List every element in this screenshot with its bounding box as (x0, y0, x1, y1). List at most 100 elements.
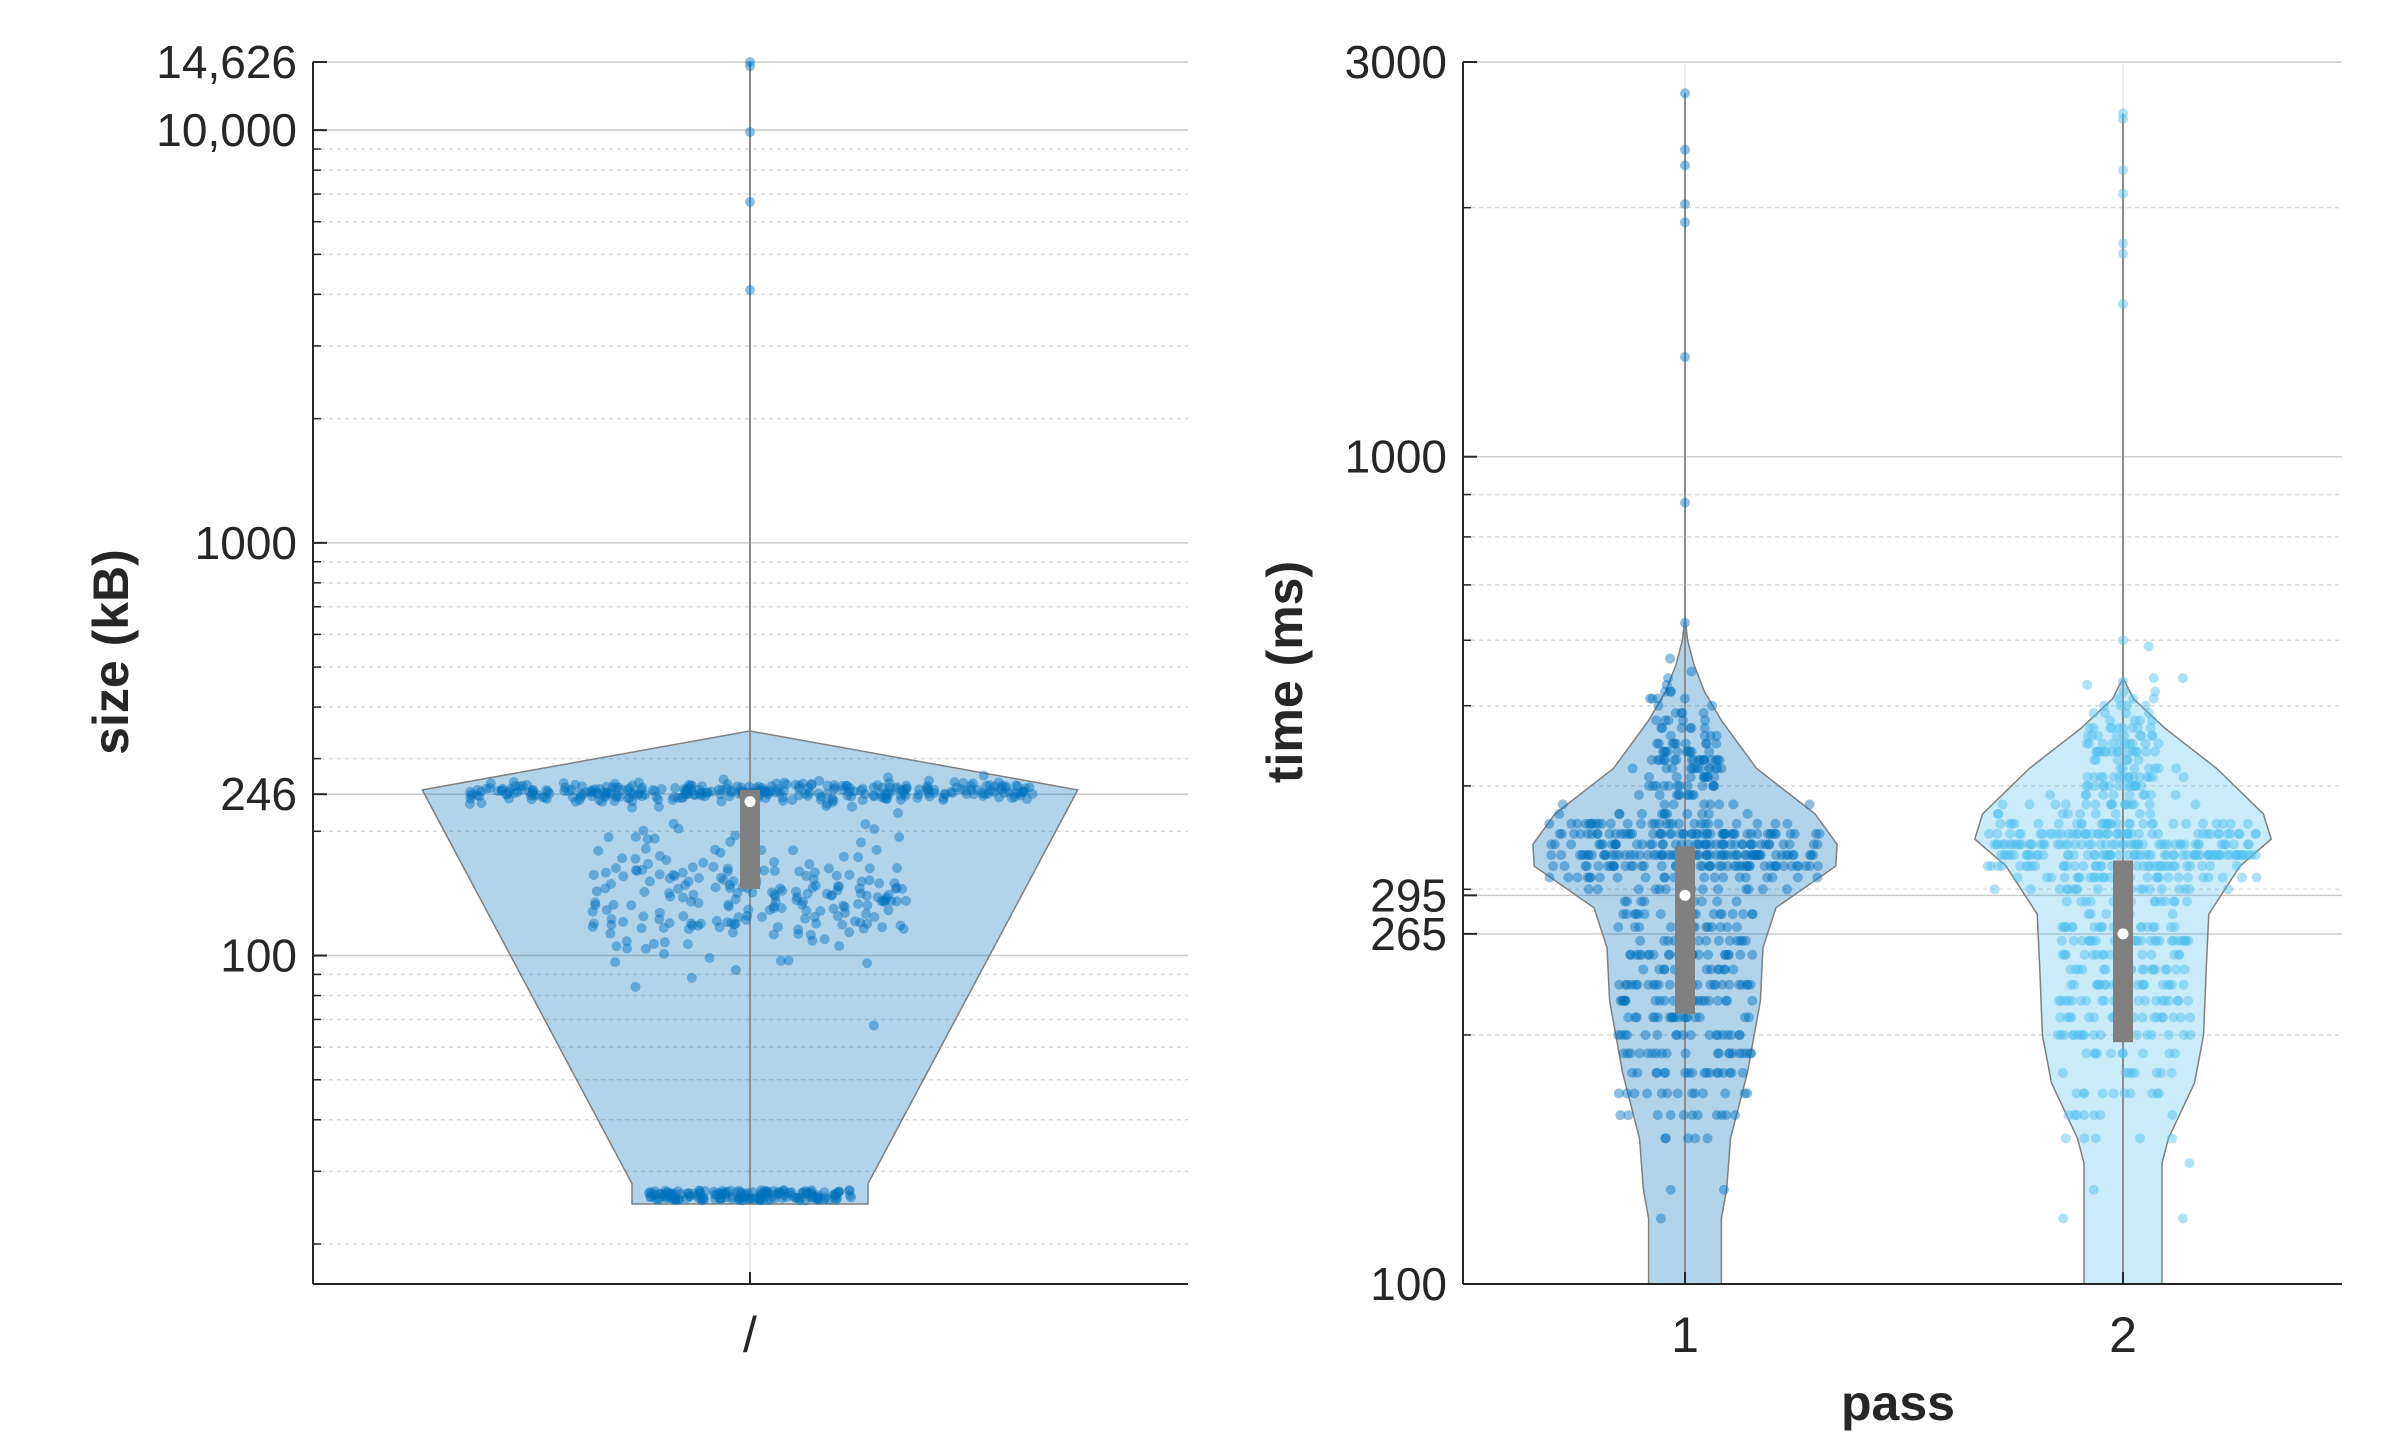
data-point (1681, 1012, 1692, 1023)
data-point (2106, 799, 2117, 810)
data-point (744, 1194, 755, 1205)
data-point (857, 783, 868, 794)
data-point (1742, 828, 1753, 839)
data-point (815, 906, 826, 917)
data-point (2138, 861, 2149, 872)
data-point (646, 1188, 657, 1199)
data-point (2005, 828, 2016, 839)
data-point (1997, 799, 2008, 810)
data-point (638, 911, 649, 922)
data-point (2090, 1048, 2101, 1059)
data-point (1788, 850, 1799, 861)
data-point (2165, 922, 2176, 933)
data-point (1711, 738, 1722, 749)
data-point (724, 791, 735, 802)
data-point (1697, 995, 1708, 1006)
data-point (630, 831, 641, 842)
data-point (702, 787, 713, 798)
data-point (1712, 995, 1723, 1006)
data-point (1635, 935, 1646, 946)
data-point (1728, 964, 1739, 975)
data-point (1806, 850, 1817, 861)
data-point (1723, 949, 1734, 960)
data-point (720, 1189, 731, 1200)
data-point (1726, 1067, 1737, 1078)
data-point (649, 1189, 660, 1200)
data-point (1647, 839, 1658, 850)
data-point (994, 792, 1005, 803)
data-point (1699, 1067, 1710, 1078)
data-point (2151, 995, 2162, 1006)
data-point (2183, 995, 2194, 1006)
data-point (714, 1193, 725, 1204)
data-point (2225, 818, 2236, 829)
data-point (2102, 818, 2113, 829)
data-point (2142, 1029, 2153, 1040)
data-point (2184, 1158, 2195, 1169)
data-point (510, 781, 521, 792)
data-point (2243, 850, 2254, 861)
data-point (2100, 850, 2111, 861)
data-point (2192, 850, 2203, 861)
data-point (683, 780, 694, 791)
data-point (1586, 828, 1597, 839)
data-point (2122, 828, 2133, 839)
data-point (694, 1188, 705, 1199)
data-point (2095, 772, 2106, 783)
data-point (1004, 787, 1015, 798)
data-point (984, 780, 995, 791)
y-tick-label: 1000 (1345, 431, 1447, 483)
data-point (2116, 839, 2127, 850)
data-point (2045, 790, 2056, 801)
data-point (1996, 850, 2007, 861)
data-point (1781, 850, 1792, 861)
data-point (1692, 763, 1703, 774)
data-point (2083, 935, 2094, 946)
data-point (1622, 979, 1633, 990)
data-point (606, 913, 617, 924)
data-point (2033, 850, 2044, 861)
data-point (656, 784, 667, 795)
data-point (822, 888, 833, 899)
data-point (2144, 799, 2155, 810)
data-point (1644, 949, 1655, 960)
data-point (1652, 693, 1663, 704)
data-point (2246, 850, 2257, 861)
data-point (2075, 808, 2086, 819)
data-point (1671, 738, 1682, 749)
data-point (1630, 979, 1641, 990)
data-point (894, 832, 905, 843)
scatter-points (464, 57, 1038, 1206)
data-point (1724, 979, 1735, 990)
data-point (1677, 708, 1688, 719)
data-point (653, 1194, 664, 1205)
data-point (2129, 839, 2140, 850)
data-point (1671, 1029, 1682, 1040)
data-point (733, 1194, 744, 1205)
data-point (1593, 861, 1604, 872)
data-point (2047, 828, 2058, 839)
data-point (585, 786, 596, 797)
data-point (2159, 850, 2170, 861)
data-point (2012, 872, 2023, 883)
data-point (2091, 861, 2102, 872)
data-point (2067, 995, 2078, 1006)
data-point (2097, 828, 2108, 839)
data-point (1661, 818, 1672, 829)
data-point (2072, 884, 2083, 895)
data-point (1671, 772, 1682, 783)
data-point (1719, 949, 1730, 960)
data-point (1770, 828, 1781, 839)
data-point (1734, 872, 1745, 883)
data-point (1626, 979, 1637, 990)
data-point (1678, 1029, 1689, 1040)
data-point (1666, 1012, 1677, 1023)
data-point (2081, 790, 2092, 801)
data-point (1737, 839, 1748, 850)
data-point (2052, 1029, 2063, 1040)
right-grid (1463, 61, 2342, 1285)
data-point (624, 783, 635, 794)
data-point (1672, 1012, 1683, 1023)
